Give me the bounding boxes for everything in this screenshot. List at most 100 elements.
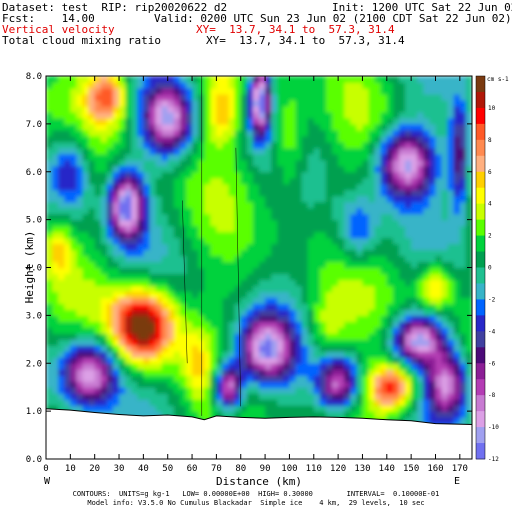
field-cell [350,399,357,406]
field-cell [106,135,114,143]
field-cell [58,76,65,83]
field-cell [240,99,248,107]
field-cell [441,153,449,161]
field-cell [325,123,333,131]
field-cell [106,327,114,334]
y-tick-label: 1.0 [26,407,42,417]
field-cell [313,129,321,137]
field-cell [417,309,424,316]
field-cell [429,76,437,83]
field-cell [58,297,65,304]
field-cell [228,393,236,400]
field-cell [325,219,333,227]
field-cell [447,81,455,89]
field-cell [289,81,297,89]
field-cell [94,327,102,334]
field-cell [64,147,71,155]
field-cell [259,357,266,364]
field-cell [392,219,400,227]
field-cell [52,207,59,215]
field-cell [307,171,315,179]
field-cell [374,231,382,239]
field-cell [459,315,467,322]
field-cell [398,369,406,376]
field-cell [234,339,242,346]
field-cell [185,171,193,179]
field-cell [429,327,437,334]
field-cell [283,219,291,227]
field-cell [106,219,114,227]
field-cell [161,219,169,227]
field-cell [246,171,254,179]
field-cell [405,165,412,173]
field-cell [131,105,138,113]
field-cell [453,93,461,101]
field-cell [374,315,382,322]
field-cell [435,237,443,245]
field-cell [88,375,96,382]
field-cell [368,261,376,269]
field-cell [398,165,406,173]
field-cell [76,99,84,107]
field-cell [58,111,65,119]
field-cell [137,135,144,143]
field-cell [76,339,84,346]
field-cell [301,225,309,233]
field-cell [185,231,193,239]
field-cell [313,76,321,83]
field-cell [277,399,284,406]
field-cell [429,171,437,179]
field-cell [453,303,461,310]
field-cell [94,153,102,161]
field-cell [259,123,266,131]
field-cell [307,81,315,89]
field-cell [392,375,400,382]
field-cell [88,129,96,137]
field-cell [283,87,291,95]
field-cell [411,273,418,281]
field-cell [417,219,424,227]
field-cell [246,76,254,83]
field-cell [435,87,443,95]
field-cell [459,393,467,400]
field-cell [198,363,205,370]
field-cell [295,135,303,143]
east-direction-label: E [454,476,460,487]
field-cell [192,285,199,293]
field-cell [46,183,53,191]
x-tick-label: 100 [281,464,297,474]
field-cell [307,309,315,316]
field-cell [411,225,418,233]
field-cell [380,309,388,316]
field-cell [423,411,430,418]
field-cell [441,135,449,143]
field-cell [429,393,437,400]
field-cell [271,267,278,275]
field-cell [368,123,376,131]
field-cell [283,141,291,149]
field-cell [167,303,175,310]
field-cell [246,201,254,209]
field-cell [423,189,430,197]
field-cell [295,369,303,376]
field-cell [222,237,230,245]
field-cell [46,165,53,173]
field-cell [380,333,388,340]
field-cell [155,195,163,203]
field-cell [259,201,266,209]
field-cell [143,147,151,155]
field-cell [234,303,242,310]
field-cell [277,183,284,191]
field-cell [447,249,455,257]
field-cell [356,123,364,131]
field-cell [453,381,461,388]
field-cell [137,297,144,304]
field-cell [277,243,284,251]
field-cell [459,417,467,424]
field-cell [192,309,199,316]
field-cell [289,117,297,125]
field-cell [325,165,333,173]
field-cell [338,207,345,215]
field-cell [228,81,236,89]
field-cell [398,237,406,245]
